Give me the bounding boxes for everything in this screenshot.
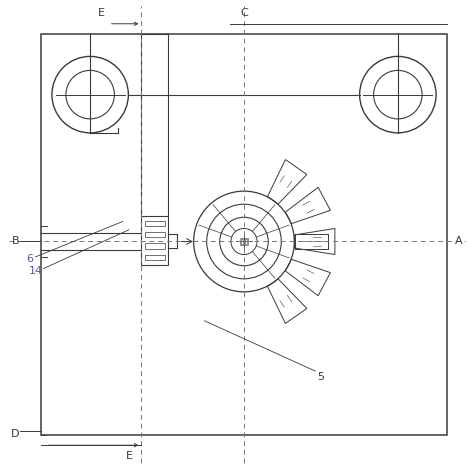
Text: C: C bbox=[240, 8, 248, 18]
Text: E: E bbox=[126, 451, 133, 461]
Text: A: A bbox=[455, 236, 462, 247]
Text: D: D bbox=[11, 429, 20, 439]
Text: B: B bbox=[12, 236, 19, 247]
Bar bbox=[145, 255, 165, 260]
Bar bbox=[145, 232, 165, 237]
Bar bbox=[145, 243, 165, 249]
Bar bbox=[141, 216, 168, 265]
Bar bbox=[243, 240, 246, 243]
Bar bbox=[241, 239, 246, 244]
Bar bbox=[240, 238, 248, 245]
Bar bbox=[145, 220, 165, 226]
Text: E: E bbox=[98, 8, 105, 18]
Text: 6: 6 bbox=[26, 254, 33, 264]
Text: 5: 5 bbox=[318, 372, 324, 382]
Text: 14: 14 bbox=[28, 266, 43, 276]
Bar bbox=[41, 34, 447, 435]
